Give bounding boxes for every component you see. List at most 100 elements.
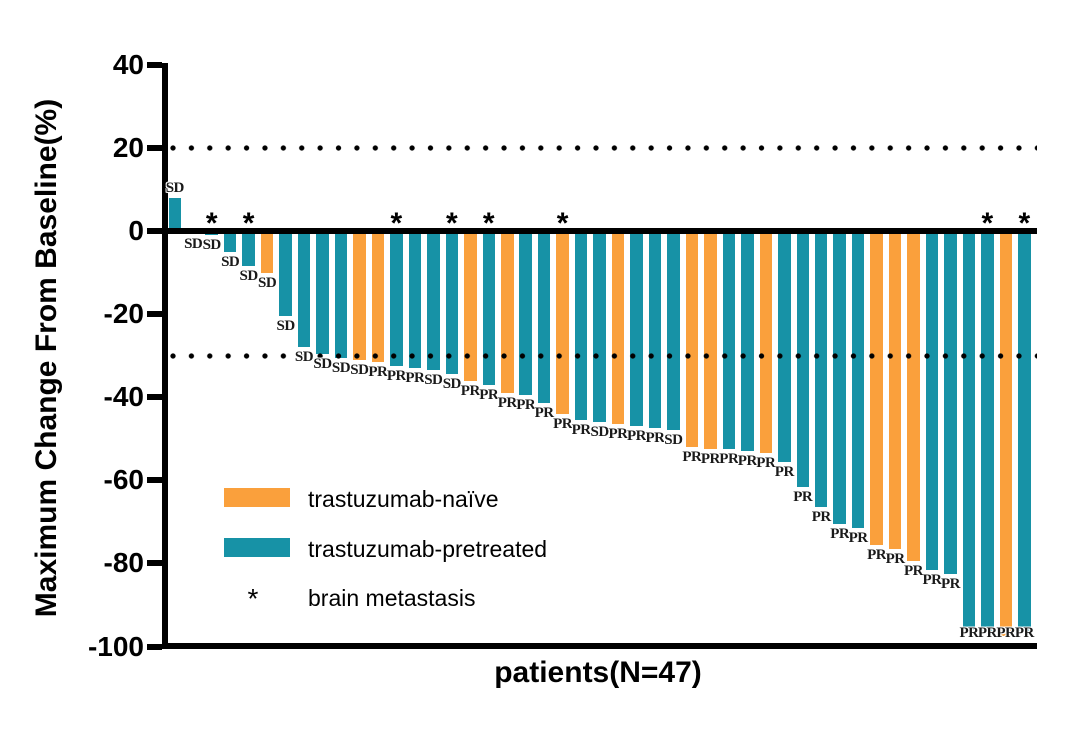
bar [574, 231, 588, 420]
bar [408, 231, 422, 369]
brain-metastasis-asterisk: * [482, 207, 495, 240]
response-label: PR [497, 395, 518, 411]
response-label: PR [811, 509, 832, 526]
bar [704, 231, 717, 450]
bar [907, 231, 920, 562]
bar [741, 231, 754, 452]
response-label: SD [276, 318, 296, 335]
bar [888, 231, 902, 549]
bar [242, 231, 255, 267]
bar [759, 231, 772, 454]
response-label: SD [313, 355, 332, 372]
bar [833, 231, 846, 524]
response-label: PR [737, 453, 758, 470]
bar [667, 231, 680, 431]
response-label: PR [608, 426, 629, 443]
brain-metastasis-asterisk: * [390, 207, 403, 240]
response-label: PR [830, 525, 850, 542]
bar [611, 231, 625, 425]
bar [722, 231, 736, 450]
response-label: PR [848, 530, 869, 546]
bar [427, 231, 440, 371]
bar [944, 231, 957, 574]
response-label: PR [941, 575, 961, 592]
bar [390, 231, 403, 366]
brain-metastasis-asterisk: * [981, 207, 994, 240]
bar [223, 231, 237, 252]
response-label: SD [165, 179, 185, 196]
brain-metastasis-asterisk: * [445, 207, 458, 240]
y-tick [147, 477, 162, 484]
bar [981, 231, 994, 632]
bar [999, 231, 1013, 637]
y-tick [147, 643, 162, 650]
response-label: SD [424, 372, 443, 389]
brain-metastasis-asterisk: * [242, 207, 255, 240]
y-tick [147, 560, 162, 567]
response-label: PR [719, 451, 739, 468]
response-label: PR [645, 430, 666, 447]
x-axis-bottom-line [162, 643, 1037, 649]
bar [297, 231, 311, 348]
y-tick-label: 40 [112, 48, 144, 80]
response-label: SD [258, 274, 277, 291]
bar [962, 231, 976, 630]
y-axis-line [162, 63, 168, 649]
dotted-reference-line [170, 144, 1037, 151]
brain-metastasis-asterisk: * [1018, 207, 1031, 240]
x-axis-title: patients(N=47) [494, 656, 702, 689]
y-tick [147, 228, 162, 234]
bar [778, 231, 791, 462]
response-label: PR [885, 550, 906, 567]
legend-label-brain-metastasis: brain metastasis [308, 585, 476, 611]
y-tick [147, 311, 162, 318]
response-label: PR [793, 488, 813, 505]
response-label: PR [571, 422, 592, 438]
y-tick-label: -80 [103, 547, 144, 579]
response-label: SD [590, 424, 610, 441]
y-tick [147, 144, 162, 151]
y-tick [147, 394, 162, 401]
bar [796, 231, 809, 487]
response-label: PR [386, 368, 407, 384]
response-label: PR [682, 449, 702, 465]
y-tick-label: -40 [103, 381, 144, 413]
brain-metastasis-asterisk: * [556, 207, 569, 240]
response-label: SD [331, 359, 351, 376]
response-label: PR [405, 370, 425, 387]
response-label: SD [221, 253, 240, 270]
bar [316, 231, 329, 354]
bar [371, 231, 385, 362]
response-label: SD [664, 432, 683, 449]
legend-swatch-naive [224, 488, 290, 507]
response-label: PR [922, 571, 943, 588]
bar [334, 231, 348, 358]
y-tick-label: 20 [112, 131, 144, 163]
response-label: PR [959, 625, 980, 641]
response-label: SD [202, 237, 222, 254]
response-label: PR [516, 397, 536, 414]
bar [260, 231, 274, 273]
response-label: SD [442, 376, 462, 393]
bar [870, 231, 883, 545]
bar [1018, 231, 1031, 632]
y-tick-label: -20 [103, 298, 144, 330]
response-label: PR [996, 625, 1016, 641]
response-label: PR [756, 455, 776, 472]
bar [630, 231, 643, 427]
response-label: PR [553, 415, 573, 432]
response-label: SD [294, 349, 314, 366]
response-label: PR [368, 363, 388, 380]
response-label: PR [867, 546, 887, 563]
bar [279, 231, 292, 317]
legend-swatch-pretreated [224, 538, 290, 557]
bar [168, 197, 181, 231]
response-label: PR [1014, 625, 1035, 641]
bar [482, 231, 495, 385]
y-tick [147, 61, 162, 68]
response-label: PR [534, 405, 555, 422]
bar [464, 231, 477, 381]
response-label: SD [350, 361, 369, 378]
